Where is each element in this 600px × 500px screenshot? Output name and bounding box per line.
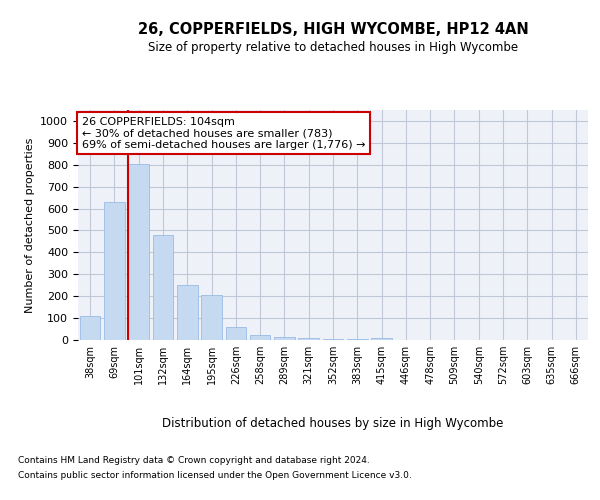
Bar [128,164,149,340]
Bar [104,202,125,340]
Bar [152,236,173,340]
Bar [80,316,100,340]
Text: 26, COPPERFIELDS, HIGH WYCOMBE, HP12 4AN: 26, COPPERFIELDS, HIGH WYCOMBE, HP12 4AN [137,22,529,38]
Bar [274,336,295,340]
Text: 26 COPPERFIELDS: 104sqm
← 30% of detached houses are smaller (783)
69% of semi-d: 26 COPPERFIELDS: 104sqm ← 30% of detache… [82,116,365,150]
Bar [298,338,319,340]
Bar [177,285,197,340]
Bar [371,338,392,340]
Text: Size of property relative to detached houses in High Wycombe: Size of property relative to detached ho… [148,41,518,54]
Y-axis label: Number of detached properties: Number of detached properties [25,138,35,312]
Text: Contains public sector information licensed under the Open Government Licence v3: Contains public sector information licen… [18,471,412,480]
Text: Contains HM Land Registry data © Crown copyright and database right 2024.: Contains HM Land Registry data © Crown c… [18,456,370,465]
Bar [323,339,343,340]
Text: Distribution of detached houses by size in High Wycombe: Distribution of detached houses by size … [163,418,503,430]
Bar [250,335,271,340]
Bar [201,295,222,340]
Bar [226,327,246,340]
